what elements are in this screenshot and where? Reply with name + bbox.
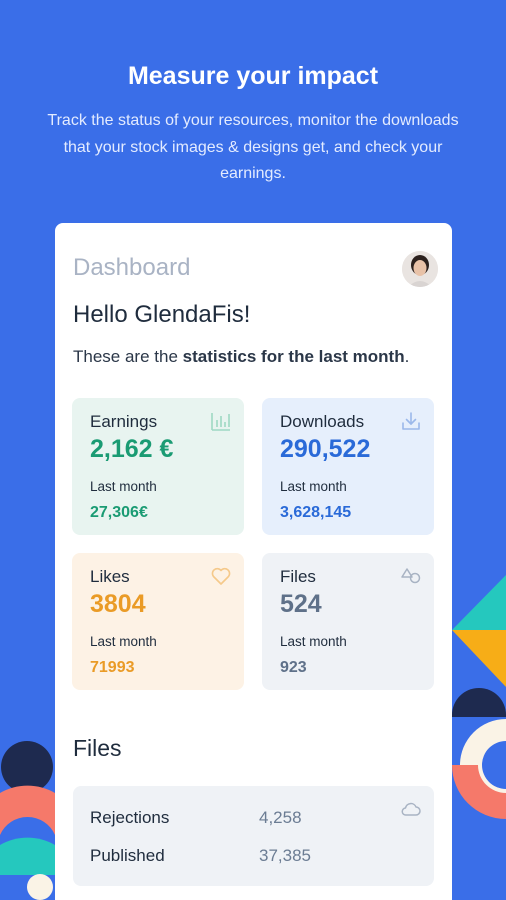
greeting: Hello GlendaFis! xyxy=(73,301,251,328)
stat-previous: 27,306€ xyxy=(90,504,148,521)
files-row-value: 37,385 xyxy=(259,846,311,865)
stat-previous: 71993 xyxy=(90,659,135,676)
stat-card-files[interactable]: Files 524 Last month 923 xyxy=(262,553,434,690)
stat-label: Earnings xyxy=(90,412,158,431)
intro-bold: statistics for the last month xyxy=(182,347,405,366)
stat-previous: 3,628,145 xyxy=(280,504,352,521)
files-row-label: Rejections xyxy=(90,808,170,827)
intro-prefix: These are the xyxy=(73,347,183,366)
files-row-label: Published xyxy=(90,846,165,865)
stat-value: 524 xyxy=(280,590,322,618)
stats-intro: These are the statistics for the last mo… xyxy=(73,347,409,367)
files-section-title: Files xyxy=(73,735,122,761)
files-row-value: 4,258 xyxy=(259,808,302,827)
stat-label: Downloads xyxy=(280,412,365,431)
stat-previous: 923 xyxy=(280,659,307,676)
heart-icon xyxy=(211,567,231,585)
shapes-icon xyxy=(401,568,421,584)
download-icon xyxy=(402,412,420,430)
stat-period: Last month xyxy=(90,479,157,494)
stat-label: Likes xyxy=(90,567,130,586)
stat-period: Last month xyxy=(280,479,347,494)
intro-suffix: . xyxy=(404,347,410,366)
dashboard-title: Dashboard xyxy=(73,254,191,281)
dashboard-header: Dashboard xyxy=(73,239,438,287)
stat-value: 2,162 € xyxy=(90,435,174,463)
avatar[interactable] xyxy=(402,251,438,287)
decor-shapes-left xyxy=(0,735,60,900)
decor-shapes-right xyxy=(452,575,506,900)
stat-card-likes[interactable]: Likes 3804 Last month 71993 xyxy=(72,553,244,690)
stat-period: Last month xyxy=(280,634,347,649)
stat-value: 290,522 xyxy=(280,435,371,463)
stat-card-earnings[interactable]: Earnings 2,162 € Last month 27,306€ xyxy=(72,398,244,535)
hero-title: Measure your impact xyxy=(127,62,379,90)
stat-card-downloads[interactable]: Downloads 290,522 Last month 3,628,145 xyxy=(262,398,434,535)
stat-period: Last month xyxy=(90,634,157,649)
stat-value: 3804 xyxy=(90,590,146,618)
dashboard-card: Dashboard Hello GlendaFis! These are the… xyxy=(55,223,452,900)
bar-chart-icon xyxy=(211,413,230,431)
hero-subtitle: Track the status of your resources, moni… xyxy=(47,112,459,182)
stat-label: Files xyxy=(280,567,316,586)
user-avatar-icon xyxy=(402,251,438,287)
cloud-icon xyxy=(401,802,421,816)
files-summary: Rejections 4,258 Published 37,385 xyxy=(73,786,434,886)
